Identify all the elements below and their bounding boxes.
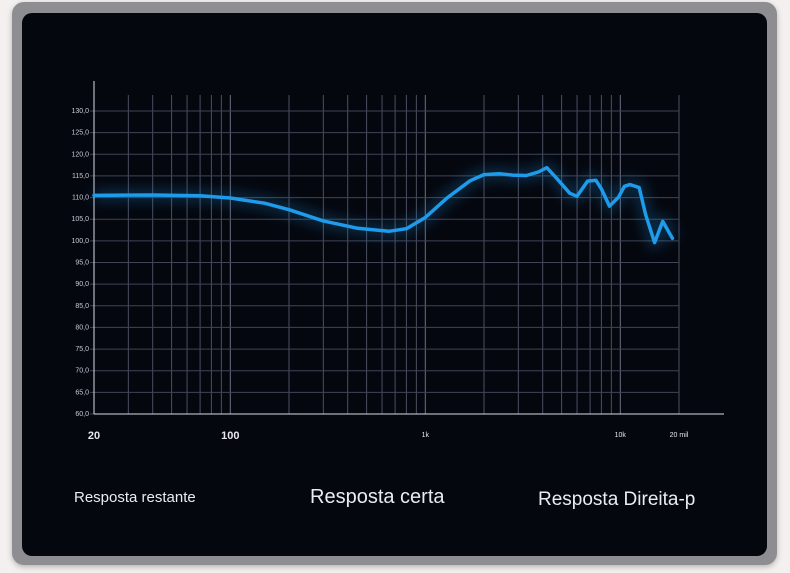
data-point [199, 195, 201, 197]
chart-panel: 130,0 125,0 120,0 115,0 110,0 105,0 100,0 95,0 9… [22, 13, 767, 556]
data-point [483, 173, 485, 176]
y-tick-label: 115,0 [72, 173, 89, 180]
data-point [568, 192, 571, 195]
data-point [546, 166, 548, 169]
data-point [229, 197, 232, 199]
y-tick-labels: 130,0 125,0 120,0 115,0 110,0 105,0 100,0 95,0 9… [71, 108, 89, 418]
data-point [469, 179, 472, 182]
legend-entry-correct: Resposta certa [310, 486, 445, 508]
data-point [288, 208, 290, 211]
x-tick-labels: 20 100 1k 10k 20 mil [88, 430, 689, 442]
data-point [446, 196, 449, 199]
y-tick-label: 125,0 [71, 130, 89, 137]
y-tick-label: 80,0 [75, 324, 89, 331]
data-point [644, 214, 647, 216]
data-point [424, 216, 427, 219]
data-point [498, 172, 501, 175]
y-tick-label: 65,0 [75, 389, 89, 396]
data-point [617, 196, 620, 198]
x-tick-label: 1k [422, 432, 430, 439]
horizontal-gridlines [90, 110, 679, 415]
x-tick-label: 20 mil [670, 432, 689, 439]
legend-entry-remaining: Resposta restante [74, 489, 196, 506]
data-point [405, 227, 408, 230]
y-tick-label: 130,0 [71, 108, 89, 115]
y-tick-label: 90,0 [75, 281, 89, 288]
data-point [623, 185, 626, 188]
data-point [629, 183, 631, 186]
y-tick-label: 120,0 [71, 151, 89, 158]
data-point [537, 171, 540, 173]
y-tick-label: 70,0 [75, 368, 89, 375]
data-point [600, 188, 603, 190]
series-line [92, 165, 675, 245]
x-tick-label: 20 [88, 430, 100, 442]
data-point [553, 175, 556, 177]
x-tick-label: 10k [615, 432, 627, 439]
y-tick-label: 105,0 [71, 216, 89, 223]
data-point [93, 194, 95, 197]
y-tick-label: 95,0 [75, 260, 89, 267]
vertical-gridlines [93, 95, 680, 414]
data-point [638, 186, 640, 189]
data-point [671, 237, 674, 240]
data-point [586, 180, 589, 182]
series-layer [92, 160, 679, 250]
y-tick-label: 60,0 [75, 411, 89, 418]
y-tick-label: 85,0 [75, 303, 89, 310]
data-point [263, 202, 266, 204]
data-point [525, 174, 528, 177]
data-point [576, 195, 578, 198]
frequency-response-chart: 130,0 125,0 120,0 115,0 110,0 105,0 100,0 95,0 9… [71, 81, 724, 442]
data-point [151, 194, 154, 196]
x-tick-label: 100 [221, 430, 239, 442]
data-point [356, 227, 359, 230]
data-point [661, 220, 664, 223]
y-tick-label: 75,0 [75, 346, 89, 353]
data-point [388, 230, 390, 233]
data-point [608, 205, 611, 208]
legend-entry-right: Resposta Direita-p [538, 489, 696, 510]
data-point [511, 174, 514, 176]
data-point [595, 179, 597, 182]
data-point [653, 241, 656, 244]
y-tick-label: 100,0 [71, 238, 89, 245]
y-tick-label: 110,0 [72, 195, 89, 202]
data-point [322, 220, 325, 222]
